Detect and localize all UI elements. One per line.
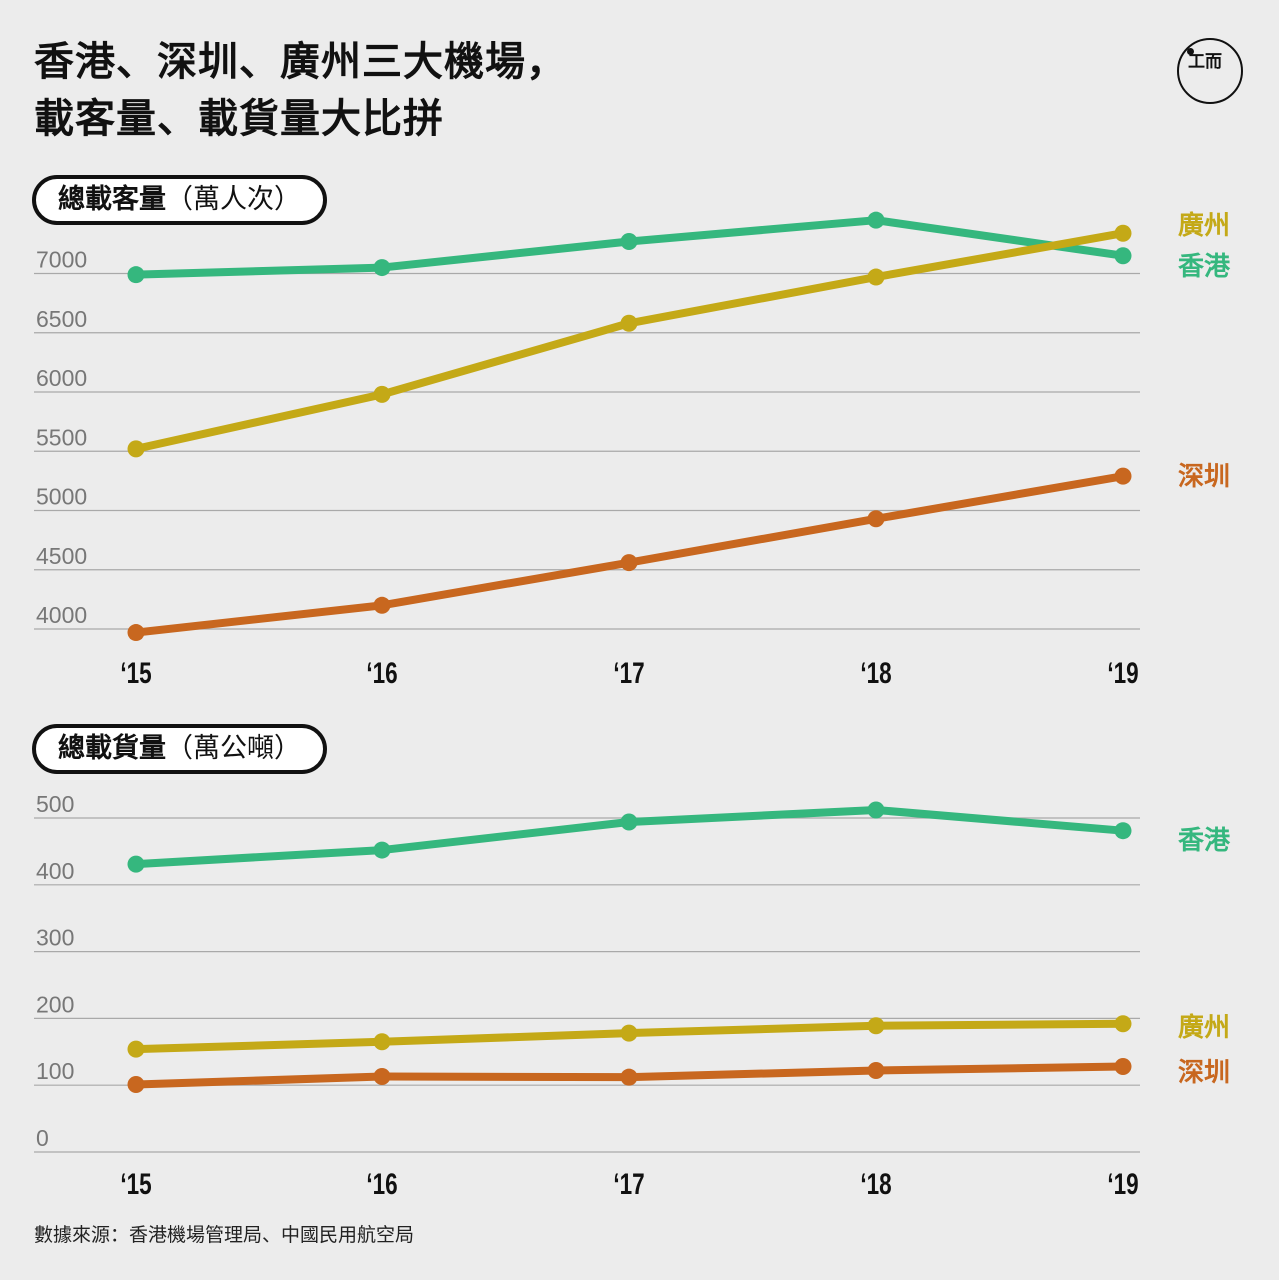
y-tick-label: 500 [36, 791, 74, 817]
y-tick-label: 4500 [36, 543, 87, 569]
y-tick-label: 6000 [36, 365, 87, 391]
data-point [867, 1062, 885, 1080]
data-point [867, 268, 885, 286]
data-point [127, 1040, 145, 1058]
x-tick-label: ‘19 [1107, 1167, 1138, 1201]
data-point [620, 1068, 638, 1086]
data-point [620, 554, 638, 572]
cargo-label: 總載貨量 [58, 733, 166, 764]
y-tick-label: 100 [36, 1058, 74, 1084]
data-point [127, 1076, 145, 1094]
data-point [1114, 1057, 1132, 1075]
x-tick-label: ‘18 [860, 656, 891, 690]
y-tick-label: 6500 [36, 306, 87, 332]
x-tick-label: ‘19 [1107, 656, 1138, 690]
series-label: 香港 [1178, 252, 1231, 282]
data-point [620, 813, 638, 831]
data-point [867, 510, 885, 528]
page-title: 香港、深圳、廣州三大機場， 載客量、載貨量大比拼 [34, 34, 567, 148]
series-label: 廣州 [1178, 211, 1230, 241]
x-tick-label: ‘15 [120, 656, 151, 690]
logo-dot [1187, 48, 1194, 55]
data-point [867, 1017, 885, 1035]
title-line-2: 載客量、載貨量大比拼 [34, 96, 444, 142]
y-tick-label: 5000 [36, 484, 87, 510]
data-point [620, 314, 638, 332]
data-point [620, 1024, 638, 1042]
series-label: 深圳 [1178, 1058, 1230, 1088]
title-line-1: 香港、深圳、廣州三大機場， [34, 39, 567, 85]
data-point [373, 259, 391, 277]
series-label: 香港 [1178, 826, 1231, 856]
data-point [373, 1068, 391, 1086]
data-point [1114, 467, 1132, 485]
data-point [373, 1033, 391, 1051]
data-source: 數據來源：香港機場管理局、中國民用航空局 [34, 1224, 415, 1246]
data-point [867, 801, 885, 819]
x-tick-label: ‘16 [366, 656, 397, 690]
y-tick-label: 7000 [36, 247, 87, 273]
x-tick-label: ‘17 [613, 1167, 644, 1201]
data-point [127, 624, 145, 642]
series-line [132, 229, 1127, 453]
data-point [127, 266, 145, 284]
passenger-unit: （萬人次） [166, 184, 301, 215]
data-point [1114, 1015, 1132, 1033]
data-point [373, 596, 391, 614]
passenger-chart-label: 總載客量（萬人次） [32, 175, 327, 225]
y-tick-label: 4000 [36, 602, 87, 628]
y-tick-label: 5500 [36, 424, 87, 450]
passenger-label: 總載客量 [58, 184, 166, 215]
data-point [1114, 224, 1132, 242]
series-label: 廣州 [1178, 1013, 1230, 1043]
data-point [620, 233, 638, 251]
data-point [867, 211, 885, 229]
cargo-unit: （萬公噸） [166, 733, 301, 764]
data-point [1114, 247, 1132, 265]
x-tick-label: ‘16 [366, 1167, 397, 1201]
data-point [127, 855, 145, 873]
initium-logo-icon: 工而 [1177, 38, 1243, 104]
logo-text: 工而 [1188, 52, 1222, 72]
series-label: 深圳 [1178, 462, 1230, 492]
y-tick-label: 300 [36, 925, 74, 951]
y-tick-label: 200 [36, 991, 74, 1017]
x-tick-label: ‘15 [120, 1167, 151, 1201]
data-point [373, 385, 391, 403]
data-point [373, 841, 391, 859]
x-tick-label: ‘17 [613, 656, 644, 690]
data-point [127, 440, 145, 458]
data-point [1114, 822, 1132, 840]
y-tick-label: 0 [36, 1125, 49, 1151]
x-tick-label: ‘18 [860, 1167, 891, 1201]
cargo-chart-label: 總載貨量（萬公噸） [32, 724, 327, 774]
y-tick-label: 400 [36, 858, 74, 884]
